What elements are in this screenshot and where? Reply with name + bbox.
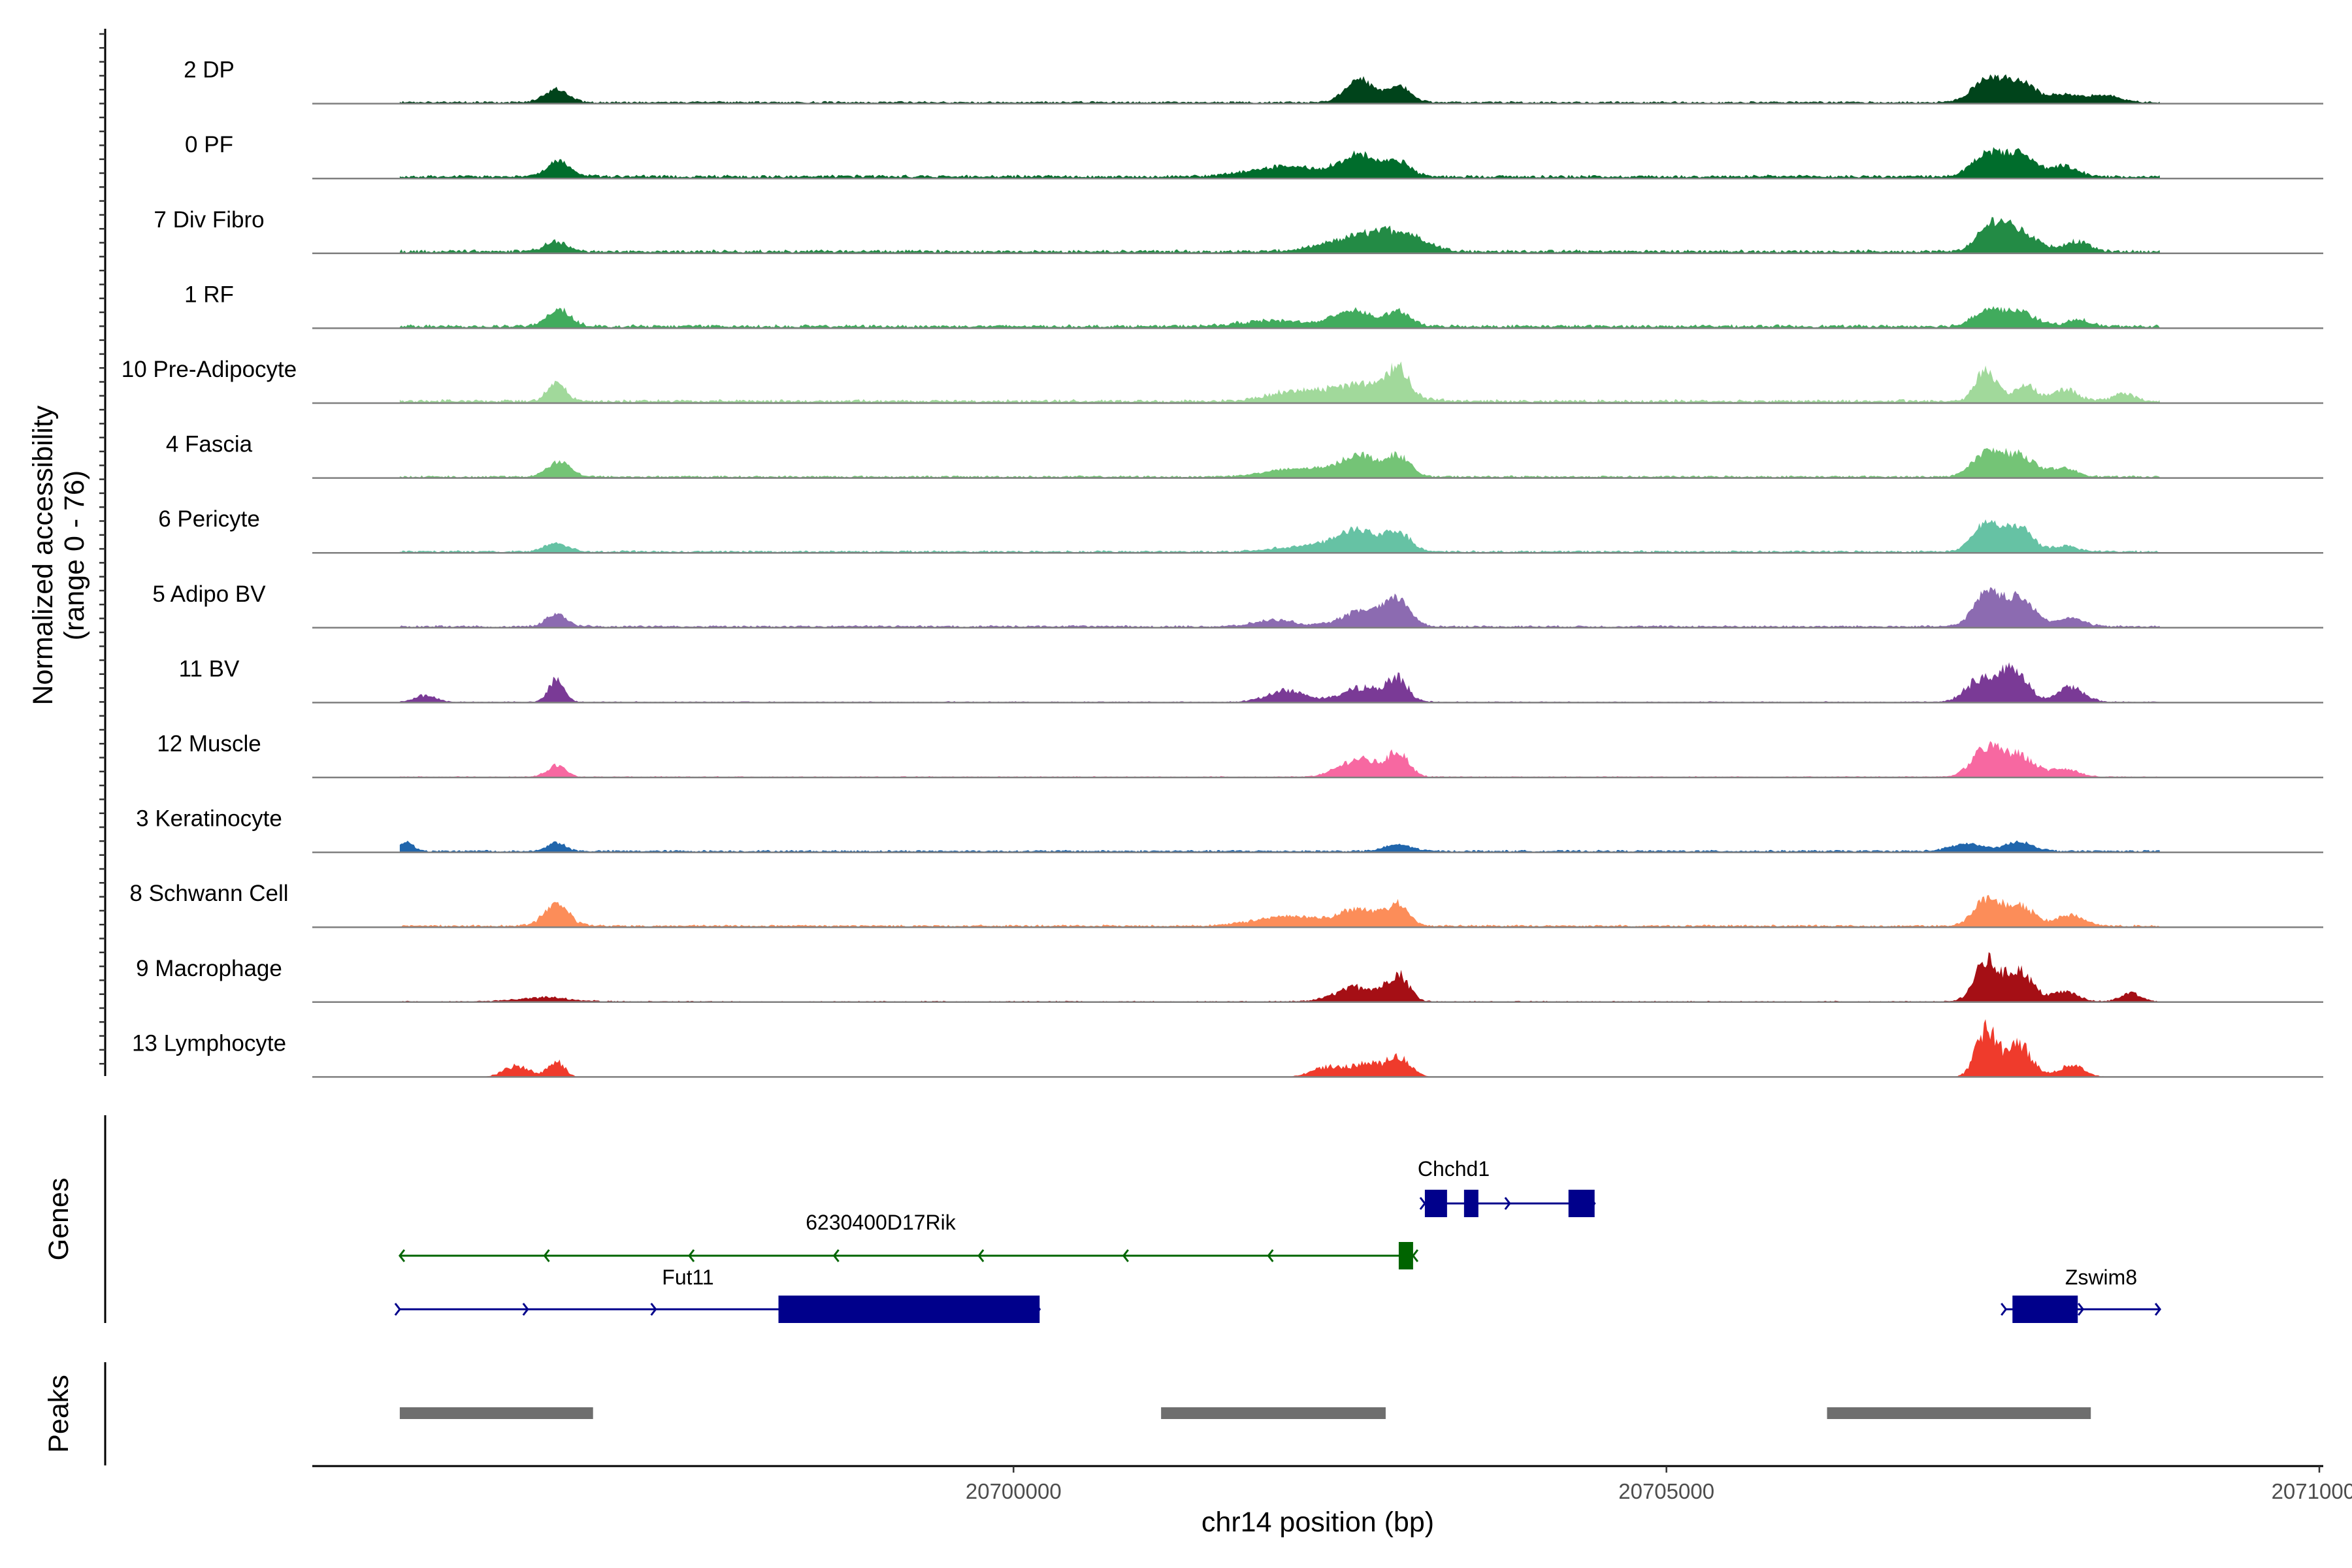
coverage-track: 6 Pericyte bbox=[158, 506, 2323, 554]
peak-regions bbox=[399, 1407, 2091, 1419]
coverage-area bbox=[399, 952, 2161, 1002]
strand-arrow bbox=[543, 1249, 550, 1262]
coverage-area bbox=[399, 217, 2161, 253]
coverage-track: 10 Pre-Adipocyte bbox=[122, 357, 2323, 404]
coverage-track: 13 Lymphocyte bbox=[132, 1019, 2323, 1078]
coverage-track: 5 Adipo BV bbox=[152, 581, 2323, 629]
track-label: 6 Pericyte bbox=[158, 506, 260, 532]
gene-exon bbox=[1424, 1190, 1447, 1217]
strand-arrow bbox=[832, 1249, 840, 1262]
track-label: 9 Macrophage bbox=[136, 956, 282, 981]
strand-arrow bbox=[650, 1303, 657, 1316]
coverage-area bbox=[399, 306, 2161, 329]
gene-annotations: Chchd1 6230400D17Rik Fut11 Zswim8 bbox=[394, 1157, 2162, 1323]
track-label: 3 Keratinocyte bbox=[136, 806, 282, 832]
strand-arrow bbox=[2078, 1303, 2085, 1316]
gene-exon bbox=[1568, 1190, 1595, 1217]
strand-arrow bbox=[2001, 1303, 2008, 1316]
coverage-y-axis-ticks bbox=[99, 33, 105, 1065]
x-axis-title: chr14 position (bp) bbox=[1201, 1507, 1434, 1538]
strand-arrow bbox=[1122, 1249, 1129, 1262]
x-axis-tick-label: 20705000 bbox=[1618, 1479, 1714, 1503]
track-label: 1 RF bbox=[184, 282, 234, 307]
coverage-track: 7 Div Fibro bbox=[154, 207, 2323, 255]
gene: Zswim8 bbox=[2001, 1266, 2162, 1323]
x-axis-tick-label: 20700000 bbox=[966, 1479, 1062, 1503]
track-label: 10 Pre-Adipocyte bbox=[122, 357, 297, 382]
coverage-area bbox=[399, 894, 2161, 928]
coverage-area bbox=[399, 447, 2161, 478]
coverage-y-axis-title: Normalized accessibility bbox=[27, 405, 59, 705]
strand-arrow bbox=[522, 1303, 529, 1316]
peak-region bbox=[1161, 1407, 1386, 1419]
coverage-track: 1 RF bbox=[184, 282, 2323, 329]
coverage-area bbox=[399, 361, 2161, 403]
gene-label: Chchd1 bbox=[1418, 1157, 1490, 1181]
track-label: 12 Muscle bbox=[157, 731, 261, 757]
strand-arrow bbox=[1267, 1249, 1274, 1262]
peak-region bbox=[399, 1407, 593, 1419]
track-label: 13 Lymphocyte bbox=[132, 1030, 286, 1056]
coverage-track: 3 Keratinocyte bbox=[136, 806, 2323, 853]
gene-label: 6230400D17Rik bbox=[806, 1211, 956, 1234]
strand-arrow bbox=[1419, 1197, 1426, 1210]
coverage-track: 9 Macrophage bbox=[136, 952, 2323, 1004]
gene-label: Zswim8 bbox=[2065, 1266, 2137, 1289]
coverage-area bbox=[399, 74, 2161, 104]
coverage-tracks: 2 DP 0 PF 7 Div Fibro 1 RF 10 Pre-Adipocyte 4… bbox=[122, 57, 2323, 1078]
x-axis-tick-label: 20710000 bbox=[2272, 1479, 2352, 1503]
strand-arrow bbox=[977, 1249, 985, 1262]
coverage-area bbox=[399, 1019, 2161, 1077]
coverage-track: 2 DP bbox=[184, 57, 2323, 105]
coverage-area bbox=[399, 587, 2161, 628]
gene: Chchd1 bbox=[1418, 1157, 1596, 1217]
track-label: 4 Fascia bbox=[166, 432, 253, 457]
coverage-track: 11 BV bbox=[179, 656, 2323, 704]
coverage-y-axis-range: (range 0 - 76) bbox=[59, 470, 90, 641]
gene-exon bbox=[1398, 1242, 1413, 1269]
track-label: 0 PF bbox=[185, 132, 233, 157]
strand-arrow bbox=[688, 1249, 695, 1262]
strand-arrow bbox=[394, 1303, 401, 1316]
track-label: 8 Schwann Cell bbox=[129, 881, 288, 906]
peaks-panel-label: Peaks bbox=[43, 1375, 74, 1453]
coverage-track: 12 Muscle bbox=[157, 731, 2323, 779]
gene-exon bbox=[778, 1296, 1040, 1323]
strand-arrow bbox=[399, 1249, 406, 1262]
gene: Fut11 bbox=[394, 1266, 1041, 1323]
genes-panel-label: Genes bbox=[43, 1178, 74, 1261]
coverage-track: 0 PF bbox=[185, 132, 2323, 180]
coverage-area bbox=[399, 840, 2161, 853]
track-label: 5 Adipo BV bbox=[152, 581, 266, 607]
coverage-area bbox=[399, 147, 2161, 179]
strand-arrow bbox=[1504, 1197, 1511, 1210]
peak-region bbox=[1827, 1407, 2091, 1419]
track-label: 7 Div Fibro bbox=[154, 207, 264, 233]
coverage-area bbox=[399, 741, 2161, 777]
track-label: 2 DP bbox=[184, 57, 235, 83]
coverage-track: 4 Fascia bbox=[166, 432, 2323, 479]
strand-arrow bbox=[2154, 1303, 2162, 1316]
coverage-track: 8 Schwann Cell bbox=[129, 881, 2323, 928]
coverage-area bbox=[399, 519, 2161, 553]
x-axis-ticks: 20700000 20705000 20710000 bbox=[966, 1466, 2352, 1503]
strand-arrow bbox=[1412, 1249, 1419, 1262]
gene-exon bbox=[2012, 1296, 2078, 1323]
gene: 6230400D17Rik bbox=[399, 1211, 1419, 1269]
track-label: 11 BV bbox=[179, 656, 240, 681]
gene-label: Fut11 bbox=[662, 1266, 713, 1289]
coverage-area bbox=[399, 662, 2161, 703]
gene-exon bbox=[1463, 1190, 1478, 1217]
